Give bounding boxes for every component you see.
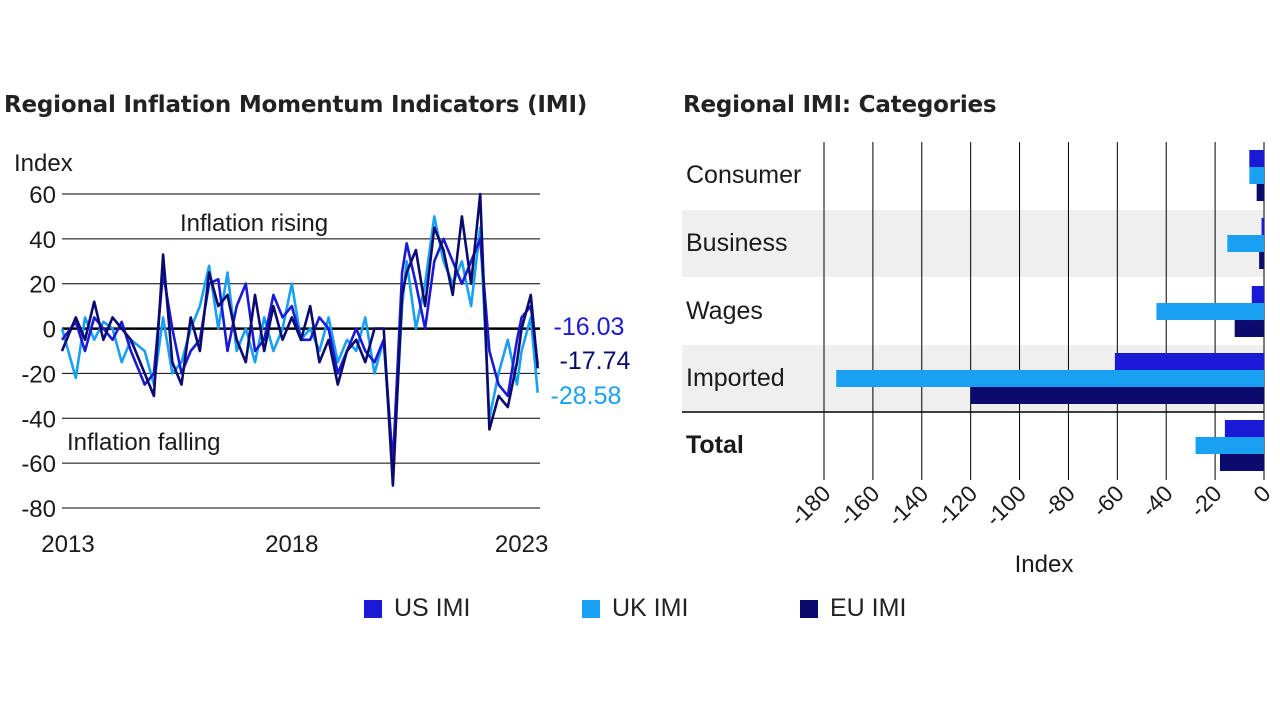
x-tick-label: -140 <box>882 480 933 531</box>
bar-chart-title: Regional IMI: Categories <box>683 92 997 118</box>
x-tick-label: -100 <box>980 480 1031 531</box>
bar-uk <box>836 370 1264 387</box>
y-tick-label: -60 <box>21 451 56 478</box>
series-line-eu <box>60 192 539 487</box>
bar-eu <box>1220 454 1264 471</box>
bar-eu <box>1256 184 1264 201</box>
bar-eu <box>970 387 1264 404</box>
category-label: Total <box>686 431 744 459</box>
bar-uk <box>1156 303 1264 320</box>
x-tick-label: -20 <box>1185 480 1227 522</box>
annotation-falling: Inflation falling <box>67 429 220 456</box>
annotation-rising: Inflation rising <box>180 210 328 237</box>
x-tick-label: 2018 <box>265 531 318 558</box>
end-value-label: -17.74 <box>560 347 631 375</box>
x-tick-label: -160 <box>833 480 884 531</box>
bar-us <box>1249 150 1264 167</box>
legend-swatch-eu <box>800 599 818 618</box>
x-tick-label: -40 <box>1136 480 1178 522</box>
x-tick-label: -180 <box>785 480 836 531</box>
y-tick-label: -80 <box>21 496 56 523</box>
legend-swatch-uk <box>582 599 600 618</box>
x-tick-label: -120 <box>931 480 982 531</box>
y-axis-title: Index <box>14 150 73 177</box>
legend-label-eu: EU IMI <box>830 594 907 622</box>
x-tick-label: 0 <box>1248 480 1275 507</box>
y-tick-label: 0 <box>43 317 56 344</box>
y-tick-label: 60 <box>29 182 56 209</box>
legend-item-eu: EU IMI <box>800 594 906 623</box>
legend: US IMI UK IMI EU IMI <box>0 594 1280 628</box>
bar-us <box>1224 420 1264 437</box>
row-band <box>682 345 1264 412</box>
x-tick-label: -60 <box>1087 480 1129 522</box>
bar-uk <box>1195 437 1264 454</box>
series-line-us <box>60 237 539 465</box>
end-value-label: -28.58 <box>551 382 622 410</box>
y-tick-label: 40 <box>29 227 56 254</box>
legend-item-us: US IMI <box>364 594 470 623</box>
bar-us <box>1261 218 1264 235</box>
category-label: Imported <box>686 364 785 392</box>
y-tick-label: 20 <box>29 272 56 299</box>
line-chart-title: Regional Inflation Momentum Indicators (… <box>4 92 588 118</box>
bar-uk <box>1227 235 1264 252</box>
legend-item-uk: UK IMI <box>582 594 688 623</box>
legend-label-us: US IMI <box>394 594 471 622</box>
bar-us <box>1114 353 1264 370</box>
y-tick-label: -20 <box>21 361 56 388</box>
legend-swatch-us <box>364 599 382 618</box>
bar-eu <box>1234 320 1264 337</box>
bar-eu <box>1259 252 1264 269</box>
end-value-label: -16.03 <box>554 313 625 341</box>
category-label: Wages <box>686 297 763 325</box>
bar-uk <box>1249 167 1264 184</box>
legend-label-uk: UK IMI <box>612 594 689 622</box>
x-tick-label: 2023 <box>495 531 548 558</box>
row-band <box>682 210 1264 277</box>
bar-us <box>1251 286 1264 303</box>
category-label: Business <box>686 229 787 257</box>
x-tick-label: -80 <box>1038 480 1080 522</box>
y-tick-label: -40 <box>21 406 56 433</box>
x-axis-title: Index <box>1015 551 1074 578</box>
category-label: Consumer <box>686 161 801 189</box>
line-chart: Index 60 40 20 0 -20 -40 -60 -80 2013 2018 2023 Infl… <box>14 150 631 558</box>
x-tick-label: 2013 <box>41 531 94 558</box>
